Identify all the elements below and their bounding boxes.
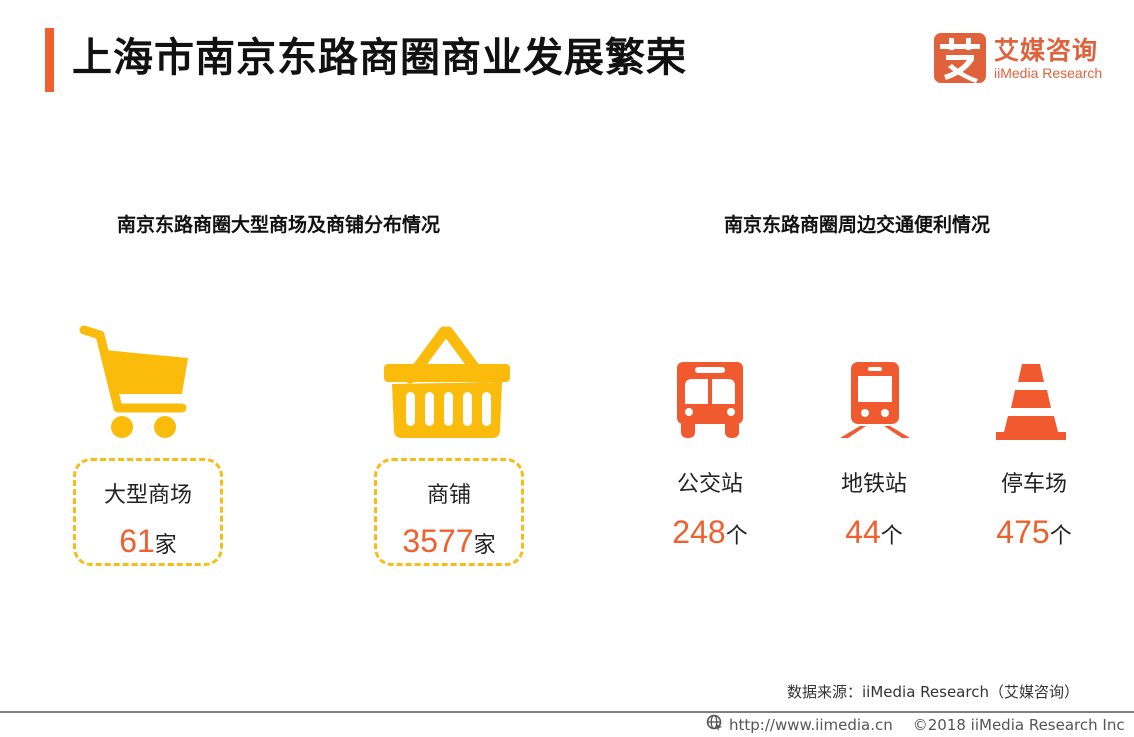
left-section-title: 南京东路商圈大型商场及商铺分布情况 bbox=[117, 214, 441, 236]
shop-label: 商铺 bbox=[426, 483, 471, 508]
shop-count-value: 3577 bbox=[402, 523, 474, 559]
parking-lot-stat: 停车场 475个 bbox=[964, 466, 1104, 551]
parking-lot-unit: 个 bbox=[1049, 524, 1072, 549]
footer-url[interactable]: http://www.iimedia.cn bbox=[729, 715, 893, 734]
parking-lot-count: 475 bbox=[996, 514, 1050, 550]
footer-divider bbox=[0, 711, 1134, 713]
mall-count-value: 61 bbox=[119, 523, 155, 559]
logo-mark-icon bbox=[934, 33, 986, 83]
subway-icon bbox=[840, 362, 910, 442]
shop-count-card: 商铺 3577家 bbox=[374, 458, 524, 566]
data-source: 数据来源：iiMedia Research（艾媒咨询） bbox=[787, 683, 1079, 701]
right-section-title: 南京东路商圈周边交通便利情况 bbox=[724, 214, 991, 236]
traffic-cone-icon bbox=[995, 362, 1067, 446]
title-accent-bar bbox=[45, 28, 54, 92]
footer-copyright: ©2018 iiMedia Research Inc bbox=[912, 715, 1125, 734]
bus-icon bbox=[677, 362, 743, 442]
mall-count-card: 大型商场 61家 bbox=[73, 458, 223, 566]
mall-count-unit: 家 bbox=[154, 533, 177, 558]
subway-station-count: 44 bbox=[845, 514, 881, 550]
shopping-cart-icon bbox=[78, 322, 190, 444]
bus-stop-unit: 个 bbox=[725, 524, 748, 549]
parking-lot-label: 停车场 bbox=[1000, 472, 1067, 497]
mall-label: 大型商场 bbox=[103, 483, 192, 508]
subway-station-label: 地铁站 bbox=[840, 472, 907, 497]
iimedia-logo: 艾媒咨询 iiMedia Research bbox=[934, 33, 1114, 85]
globe-icon bbox=[706, 714, 723, 735]
page-title: 上海市南京东路商圈商业发展繁荣 bbox=[72, 35, 687, 81]
logo-name-cn: 艾媒咨询 bbox=[994, 36, 1099, 65]
subway-station-stat: 地铁站 44个 bbox=[804, 466, 944, 551]
logo-name-en: iiMedia Research bbox=[994, 65, 1103, 81]
shopping-basket-icon bbox=[382, 322, 512, 446]
bus-stop-label: 公交站 bbox=[676, 472, 743, 497]
subway-station-unit: 个 bbox=[880, 524, 903, 549]
footer: http://www.iimedia.cn ©2018 iiMedia Rese… bbox=[706, 714, 1125, 735]
shop-count-unit: 家 bbox=[473, 533, 496, 558]
bus-stop-count: 248 bbox=[672, 514, 726, 550]
bus-stop-stat: 公交站 248个 bbox=[640, 466, 780, 551]
